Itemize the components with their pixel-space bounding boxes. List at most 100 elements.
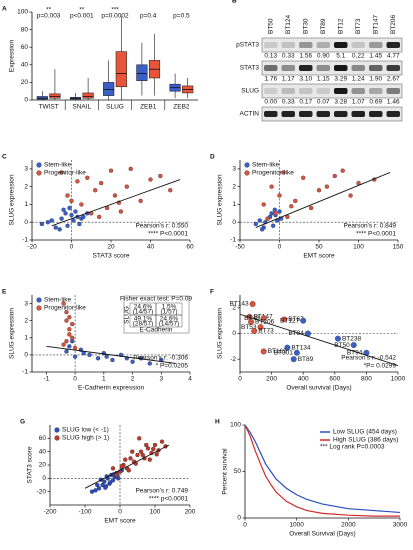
point	[248, 319, 255, 325]
band	[386, 65, 400, 71]
row-label: ACTIN	[240, 111, 260, 118]
y-tick-label: 1	[24, 201, 28, 208]
band	[281, 88, 295, 94]
legend-label: Progenitor-like	[252, 170, 294, 177]
point	[281, 316, 288, 323]
point	[57, 227, 62, 232]
band	[386, 42, 400, 48]
x-tick-label: 1000	[289, 522, 304, 529]
point	[138, 198, 143, 204]
inset-title: Fisher exact test: P=0.09	[120, 296, 192, 303]
panel-label: D	[210, 154, 215, 161]
y-tick-label: 3	[232, 166, 236, 173]
x-tick-label: 3	[159, 376, 163, 383]
x-tick-label: -50	[235, 244, 245, 251]
point-label: BT134	[291, 344, 311, 351]
point	[138, 449, 144, 454]
annotation: Pearson's r: -0.542	[341, 355, 396, 362]
legend-label: Progenitor-like	[44, 305, 86, 312]
point-label: BT73	[258, 328, 274, 335]
band	[264, 88, 278, 94]
significance: ***	[111, 7, 119, 14]
point	[123, 457, 128, 462]
inset-cell	[155, 314, 183, 328]
point	[93, 488, 98, 493]
band	[281, 65, 295, 71]
x-tick-label: 0	[73, 376, 77, 383]
y-tick-label: -1	[22, 369, 28, 376]
x-tick-label: 50	[315, 244, 323, 251]
point	[126, 468, 131, 473]
band-value: 2.67	[387, 76, 400, 83]
point-label: BT238	[342, 335, 362, 342]
point	[59, 170, 64, 175]
x-tick-label: 0	[118, 509, 122, 516]
band	[369, 42, 383, 48]
band-value: 1.90	[369, 76, 382, 83]
point	[260, 315, 267, 322]
trendline	[255, 172, 391, 228]
point	[65, 193, 70, 198]
x-tick-label: 40	[147, 244, 155, 251]
x-tick-label: 4	[188, 376, 192, 383]
point	[301, 175, 306, 180]
point	[67, 327, 72, 332]
band-value: 1.76	[264, 76, 277, 83]
point	[168, 188, 173, 193]
legend-swatch	[36, 170, 42, 176]
point	[340, 168, 345, 173]
point	[59, 216, 64, 221]
point	[293, 198, 298, 204]
point	[70, 321, 75, 327]
band	[351, 42, 365, 48]
band	[369, 88, 383, 94]
x-axis-label: STAT3 score	[93, 253, 130, 260]
trendline	[239, 313, 399, 367]
y-tick-label: 3	[24, 166, 28, 173]
legend-swatch	[54, 427, 60, 433]
row-label: SLUG	[241, 88, 259, 95]
legend-swatch	[36, 162, 42, 168]
point	[154, 452, 159, 457]
band	[316, 42, 330, 48]
p-value: p=0.003	[37, 13, 61, 20]
inset-row-label: SLUG	[124, 306, 131, 324]
point	[271, 223, 276, 228]
point	[49, 218, 54, 223]
inset-count: (14/57)	[133, 309, 154, 316]
x-tick-label: TWIST	[38, 104, 58, 111]
band-value: 1.15	[317, 76, 330, 83]
band	[334, 42, 348, 48]
blot-frame	[261, 60, 403, 76]
lane-label: BT73	[355, 18, 362, 34]
inset-value: 24.6%	[134, 304, 153, 311]
point	[71, 218, 76, 223]
blot-frame	[261, 106, 403, 122]
x-tick-label: -1	[43, 376, 49, 383]
y-tick-label: 2	[232, 305, 236, 312]
point	[96, 486, 102, 491]
band	[316, 65, 330, 71]
point	[67, 315, 72, 320]
p-value: p=0.4	[140, 13, 157, 20]
legend-swatch	[36, 305, 42, 311]
point	[114, 472, 119, 478]
point	[61, 207, 66, 212]
y-tick-label: -20	[37, 488, 47, 495]
band	[334, 65, 348, 71]
inset-count: (14/57)	[159, 321, 180, 328]
point	[151, 446, 156, 452]
annotation: Pearson's r: 0.849	[343, 223, 396, 230]
point	[269, 211, 274, 216]
point	[101, 351, 106, 356]
point	[95, 356, 101, 361]
x-tick-label: SNAIL	[72, 104, 91, 111]
lane-label: BT147	[372, 14, 379, 34]
point	[251, 327, 258, 334]
point	[332, 173, 337, 179]
band	[369, 65, 383, 71]
point-label: BT169	[268, 348, 288, 355]
significance: **	[46, 7, 52, 14]
point	[140, 452, 145, 458]
band-value: 0.22	[352, 53, 365, 60]
